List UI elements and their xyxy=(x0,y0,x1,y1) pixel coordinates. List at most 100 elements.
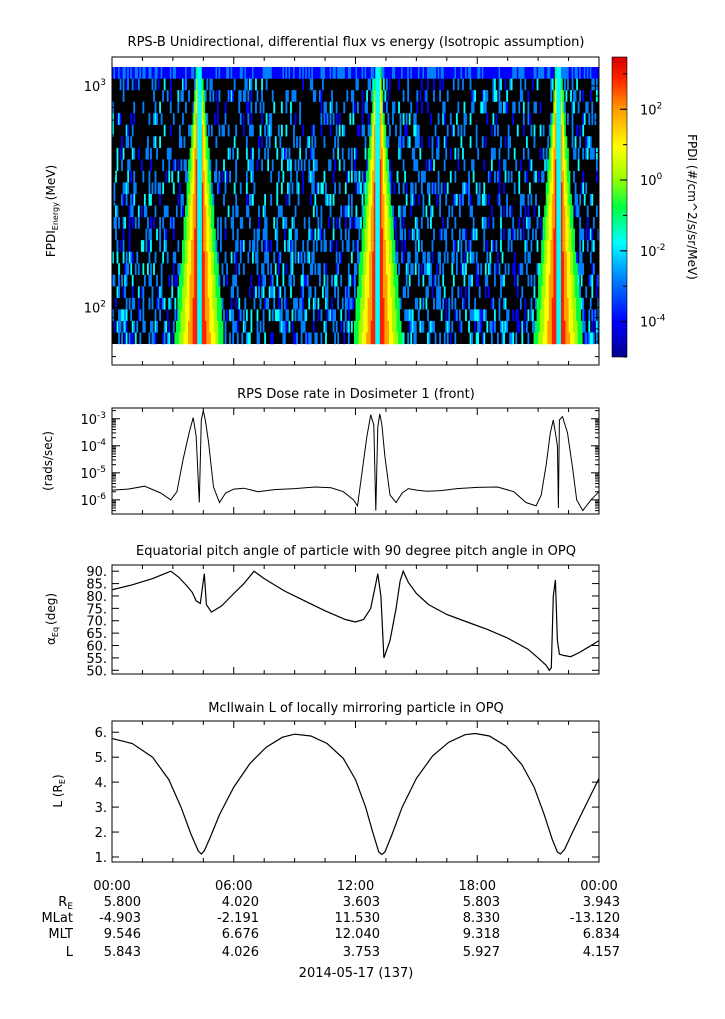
heatmap-cell xyxy=(248,124,251,137)
heatmap-cell xyxy=(524,251,527,264)
heatmap-cell xyxy=(588,320,591,333)
heatmap-cell xyxy=(417,240,420,252)
heatmap-cell xyxy=(398,182,400,195)
heatmap-cell xyxy=(302,170,305,183)
heatmap-cell xyxy=(367,251,370,264)
heatmap-cell xyxy=(258,217,260,229)
heatmap-cell xyxy=(198,136,201,148)
heatmap-cell xyxy=(204,274,207,287)
heatmap-cell xyxy=(493,67,496,79)
heatmap-cell xyxy=(548,182,551,195)
heatmap-cell xyxy=(204,67,207,79)
heatmap-cell xyxy=(341,240,344,252)
heatmap-cell xyxy=(510,205,513,218)
heatmap-cell xyxy=(142,286,145,299)
heatmap-cell xyxy=(562,251,565,264)
heatmap-cell xyxy=(133,101,136,114)
heatmap-cell xyxy=(186,332,189,345)
heatmap-cell xyxy=(221,170,224,183)
heatmap-cell xyxy=(235,67,238,79)
heatmap-cell xyxy=(588,309,591,322)
heatmap-cell xyxy=(274,228,277,241)
heatmap-cell xyxy=(398,147,400,160)
heatmap-cell xyxy=(375,274,378,287)
heatmap-cell xyxy=(309,332,312,345)
heatmap-cell xyxy=(381,193,384,206)
heatmap-cell xyxy=(227,147,230,160)
heatmap-cell xyxy=(360,286,362,299)
heatmap-cell xyxy=(443,286,446,299)
heatmap-cell xyxy=(291,240,294,252)
heatmap-cell xyxy=(142,320,145,333)
heatmap-cell xyxy=(183,332,186,345)
heatmap-cell xyxy=(571,124,574,137)
heatmap-cell xyxy=(462,297,464,310)
heatmap-cell xyxy=(542,124,545,137)
heatmap-cell xyxy=(258,67,260,79)
heatmap-cell xyxy=(560,217,563,229)
heatmap-cell xyxy=(259,297,262,310)
heatmap-cell xyxy=(323,228,326,241)
heatmap-cell xyxy=(180,332,183,345)
heatmap-cell xyxy=(414,332,417,345)
heatmap-cell xyxy=(290,263,292,275)
heatmap-cell xyxy=(373,124,376,137)
heatmap-cell xyxy=(524,297,527,310)
heatmap-cell xyxy=(554,136,557,148)
heatmap-cell xyxy=(436,67,438,79)
heatmap-cell xyxy=(528,67,531,79)
heatmap-cell xyxy=(236,320,239,333)
heatmap-cell xyxy=(376,147,379,160)
heatmap-cell xyxy=(364,228,367,241)
heatmap-cell xyxy=(560,263,563,275)
heatmap-cell xyxy=(166,251,169,264)
heatmap-cell xyxy=(585,228,588,241)
heatmap-cell xyxy=(375,113,378,125)
heatmap-cell xyxy=(457,101,460,114)
heatmap-cell xyxy=(404,170,407,183)
heatmap-cell xyxy=(218,90,221,102)
heatmap-cell xyxy=(582,90,585,102)
heatmap-cell xyxy=(375,205,378,218)
heatmap-cell xyxy=(124,286,126,299)
heatmap-cell xyxy=(507,136,510,148)
heatmap-cell xyxy=(477,147,480,160)
heatmap-cell xyxy=(185,274,187,287)
heatmap-cell xyxy=(125,67,128,79)
heatmap-cell xyxy=(492,240,495,252)
heatmap-cell xyxy=(277,297,280,310)
heatmap-cell xyxy=(568,193,571,206)
heatmap-cell xyxy=(411,309,414,322)
heatmap-cell xyxy=(125,193,128,206)
heatmap-cell xyxy=(268,286,271,299)
heatmap-cell xyxy=(265,136,268,148)
heatmap-cell xyxy=(148,297,151,310)
heatmap-cell xyxy=(198,228,201,241)
ylabel-sub: Energy xyxy=(51,202,60,230)
heatmap-cell xyxy=(567,320,569,333)
heatmap-cell xyxy=(335,274,338,287)
heatmap-cell xyxy=(379,297,382,310)
heatmap-cell xyxy=(576,286,578,299)
heatmap-cell xyxy=(592,78,595,91)
heatmap-cell xyxy=(387,182,390,195)
heatmap-cell xyxy=(507,147,510,160)
heatmap-cell xyxy=(490,67,493,79)
heatmap-cell xyxy=(506,193,508,206)
heatmap-cell xyxy=(209,286,212,299)
heatmap-cell xyxy=(388,78,391,91)
heatmap-cell xyxy=(480,309,483,322)
heatmap-cell xyxy=(565,251,568,264)
ephemeris-value: 4.020 xyxy=(222,895,259,910)
heatmap-cell xyxy=(495,113,498,125)
heatmap-cell xyxy=(364,193,367,206)
heatmap-cell xyxy=(373,332,376,345)
heatmap-cell xyxy=(521,263,524,275)
heatmap-cell xyxy=(367,124,370,137)
heatmap-cell xyxy=(506,205,508,218)
heatmap-cell xyxy=(518,182,521,195)
heatmap-cell xyxy=(425,297,428,310)
heatmap-cell xyxy=(236,286,239,299)
heatmap-cell xyxy=(580,297,583,310)
heatmap-cell xyxy=(369,147,372,160)
